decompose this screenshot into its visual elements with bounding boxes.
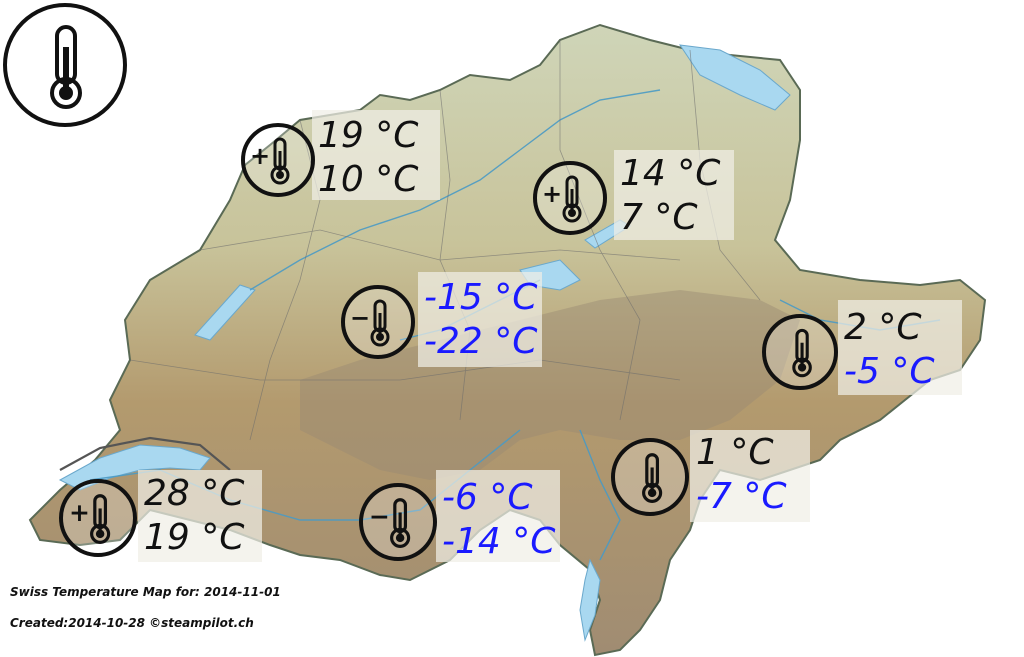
station-label-background [838,300,962,395]
max-temperature: 1 °C [696,432,774,473]
station-label-background [312,110,440,200]
station-thermometer-icon[interactable]: − [359,483,437,561]
temperature-sign-icon: + [250,142,271,170]
temperature-sign-icon: + [69,498,90,527]
thermometer-icon [270,137,290,185]
station-label-background [690,430,810,522]
max-temperature: 2 °C [844,307,922,348]
station-thermometer-icon[interactable]: − [341,285,415,359]
alps-region [300,290,800,480]
lake-constance [678,44,791,111]
min-temperature: 7 °C [620,197,698,238]
map-credit: Created:2014-10-28 ©steampilot.ch [10,616,254,630]
min-temperature: 19 °C [144,517,245,558]
thermometer-icon [90,494,111,544]
station-thermometer-icon[interactable]: + [533,161,607,235]
min-temperature: 10 °C [318,159,419,200]
temperature-sign-icon: + [542,180,563,208]
thermometer-icon [642,453,663,503]
station-thermometer-icon[interactable]: + [59,479,137,557]
temperature-sign-icon: − [369,502,390,531]
thermometer-icon [792,328,812,378]
map-title: Swiss Temperature Map for: 2014-11-01 [10,585,281,599]
max-temperature: 14 °C [620,153,721,194]
thermometer-icon [370,299,390,347]
station-thermometer-icon[interactable] [611,438,689,516]
legend-thermometer [3,3,127,127]
station-label-background [138,470,262,562]
min-temperature: -5 °C [844,351,935,392]
thermometer-icon [562,175,582,223]
max-temperature: 19 °C [318,115,419,156]
station-label-background [436,470,560,562]
min-temperature: -22 °C [424,321,538,362]
max-temperature: -6 °C [442,477,533,518]
lake-neuchatel [194,284,256,341]
station-label-background [614,150,734,240]
min-temperature: -14 °C [442,521,556,562]
thermometer-icon [50,25,82,109]
max-temperature: -15 °C [424,277,538,318]
thermometer-icon [390,498,411,548]
station-thermometer-icon[interactable]: + [241,123,315,197]
temperature-sign-icon: − [350,304,371,332]
station-thermometer-icon[interactable] [762,314,838,390]
lake-maggiore [579,558,601,642]
min-temperature: -7 °C [696,476,787,517]
max-temperature: 28 °C [144,473,245,514]
border-line [59,436,231,471]
station-label-background [418,272,542,367]
